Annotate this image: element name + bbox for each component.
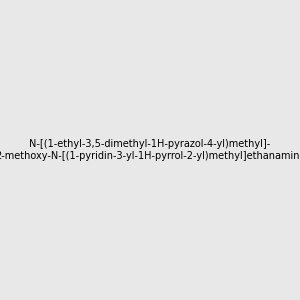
Text: N-[(1-ethyl-3,5-dimethyl-1H-pyrazol-4-yl)methyl]-
2-methoxy-N-[(1-pyridin-3-yl-1: N-[(1-ethyl-3,5-dimethyl-1H-pyrazol-4-yl…: [0, 139, 300, 161]
